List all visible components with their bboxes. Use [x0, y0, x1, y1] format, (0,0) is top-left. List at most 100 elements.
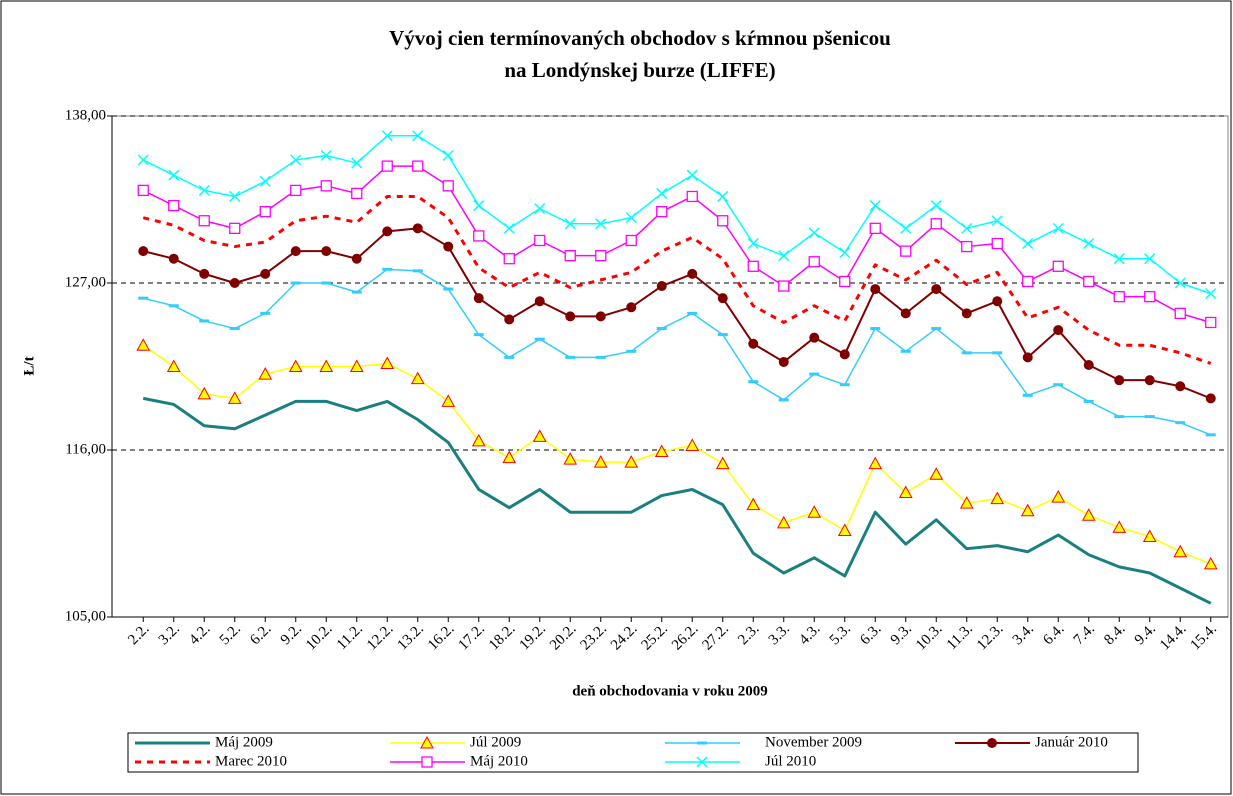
marker — [166, 359, 181, 372]
marker — [168, 199, 180, 212]
marker — [687, 268, 698, 279]
marker — [868, 456, 883, 470]
marker — [442, 180, 454, 192]
legend-label: Máj 2009 — [215, 734, 273, 750]
y-axis-label: Ł/t — [21, 356, 37, 375]
marker — [595, 218, 607, 230]
marker — [808, 256, 820, 268]
marker — [595, 250, 607, 262]
marker — [503, 222, 515, 234]
marker — [136, 338, 151, 351]
series-line — [143, 227, 1212, 400]
marker — [442, 149, 454, 162]
marker — [473, 200, 485, 212]
y-tick-label: 127,00 — [65, 274, 106, 290]
marker — [778, 250, 790, 262]
marker — [717, 293, 728, 304]
marker — [686, 169, 698, 181]
marker — [1113, 253, 1125, 265]
y-tick-label: 105,00 — [65, 608, 106, 624]
marker — [197, 386, 212, 400]
marker — [473, 293, 484, 304]
marker — [1083, 275, 1095, 288]
marker — [290, 246, 301, 257]
marker — [959, 496, 974, 509]
marker — [137, 154, 149, 166]
marker — [747, 260, 759, 272]
marker — [1020, 503, 1035, 517]
marker — [1175, 381, 1186, 392]
marker — [290, 154, 302, 166]
marker — [288, 359, 303, 372]
marker — [349, 359, 364, 372]
marker — [625, 234, 637, 247]
marker — [654, 444, 669, 458]
y-tick-label: 116,00 — [65, 441, 106, 457]
marker — [137, 184, 149, 197]
marker — [421, 756, 433, 768]
marker — [686, 190, 698, 203]
marker — [870, 284, 881, 295]
marker — [656, 281, 667, 292]
marker — [1142, 529, 1157, 543]
marker — [564, 250, 576, 262]
marker — [696, 756, 708, 768]
marker — [961, 222, 973, 234]
marker — [532, 429, 547, 442]
marker — [412, 160, 424, 172]
marker — [260, 268, 271, 279]
marker — [839, 349, 850, 360]
marker — [168, 253, 179, 264]
marker — [900, 222, 912, 234]
marker — [1144, 375, 1155, 386]
marker — [351, 253, 362, 264]
marker — [290, 184, 302, 197]
marker — [227, 391, 242, 404]
legend-label: Január 2010 — [1035, 734, 1108, 750]
series-line — [142, 194, 1212, 365]
marker — [259, 205, 271, 218]
marker — [410, 371, 425, 385]
marker — [471, 433, 486, 447]
marker — [319, 359, 334, 372]
marker — [321, 246, 332, 257]
marker — [1205, 393, 1216, 404]
marker — [746, 497, 761, 511]
marker — [1144, 253, 1156, 265]
marker — [1174, 307, 1186, 320]
marker — [869, 200, 881, 212]
legend-label: Marec 2010 — [215, 753, 287, 769]
marker — [168, 169, 180, 181]
marker — [443, 241, 454, 252]
marker — [839, 275, 851, 288]
marker — [473, 230, 485, 242]
y-tick-label: 138,00 — [65, 107, 106, 123]
marker — [869, 222, 881, 234]
marker — [1144, 291, 1156, 303]
marker — [776, 515, 791, 529]
marker — [563, 452, 578, 465]
marker — [1114, 375, 1125, 386]
marker — [258, 367, 273, 380]
marker — [808, 227, 820, 239]
marker — [900, 308, 911, 319]
marker — [382, 226, 393, 237]
marker — [839, 247, 851, 259]
marker — [1112, 520, 1127, 533]
marker — [1113, 291, 1125, 303]
marker — [320, 180, 332, 192]
marker — [534, 296, 545, 307]
marker — [685, 438, 700, 451]
marker — [931, 284, 942, 295]
marker — [929, 467, 944, 480]
plot-area — [111, 115, 1229, 618]
marker — [930, 200, 942, 212]
series-line — [143, 268, 1212, 436]
marker — [1173, 544, 1188, 558]
marker — [778, 356, 789, 367]
marker — [1203, 556, 1218, 570]
marker — [1205, 316, 1217, 329]
marker — [1205, 288, 1217, 300]
series-line — [142, 134, 1211, 295]
